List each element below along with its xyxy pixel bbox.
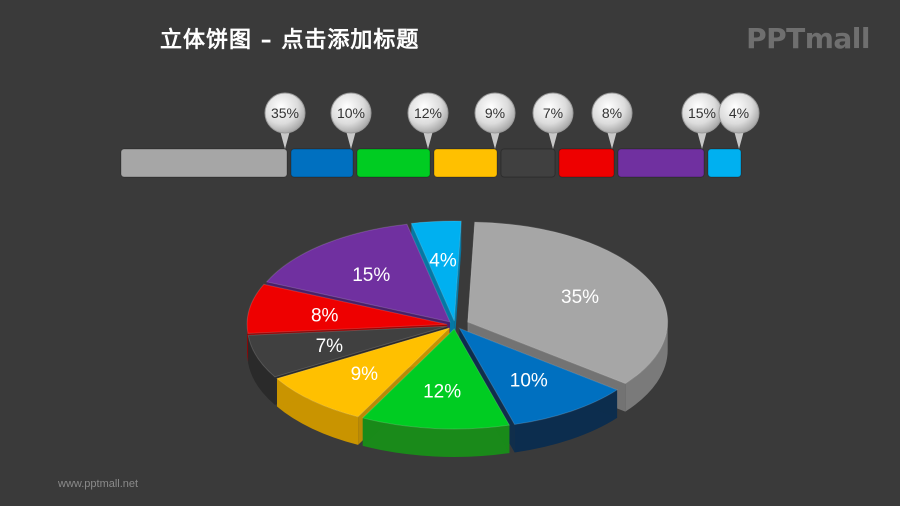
bar-segment-2 [290,148,354,178]
pin-label-7: 15% [681,92,723,149]
pin-label-4: 9% [474,92,516,149]
slice-label-4: 9% [351,364,379,385]
pin-value-6: 8% [602,105,622,121]
bar-segment-5 [500,148,556,178]
slice-label-7: 15% [352,265,390,286]
pin-value-2: 10% [337,105,365,121]
pin-label-1: 35% [264,92,306,149]
slice-label-5: 7% [316,336,344,357]
brand-logo: PPTmall [746,22,870,55]
pin-label-5: 7% [532,92,574,149]
pie-3d: 4% 15% 35% 8% 7% 9% 10% 12% [246,220,669,457]
bar-segment-4 [433,148,498,178]
pin-value-7: 15% [688,105,716,121]
pin-value-3: 12% [414,105,442,121]
pin-value-8: 4% [729,105,749,121]
proportion-bar: 35% 10% 12% 9% 7% 8% 15% 4% [120,92,760,178]
bar-segment-8 [707,148,742,178]
pin-label-6: 8% [591,92,633,149]
footer-url: www.pptmall.net [58,478,139,490]
pin-label-2: 10% [330,92,372,149]
pin-value-4: 9% [485,105,505,121]
bar-segment-7 [617,148,705,178]
pin-label-3: 12% [407,92,449,149]
slice-label-1: 35% [561,287,599,308]
bar-segment-3 [356,148,431,178]
slice-label-8: 4% [429,250,457,271]
pin-label-8: 4% [718,92,760,149]
pie-slice-3: 12% [361,328,511,457]
slice-label-2: 10% [510,371,548,392]
bar-segment-6 [558,148,615,178]
pin-value-5: 7% [543,105,563,121]
slice-label-3: 12% [423,382,461,403]
page-title: 立体饼图 – 点击添加标题 [160,28,420,53]
bar-segment-1 [120,148,288,178]
slice-label-6: 8% [311,305,339,326]
pin-value-1: 35% [271,105,299,121]
